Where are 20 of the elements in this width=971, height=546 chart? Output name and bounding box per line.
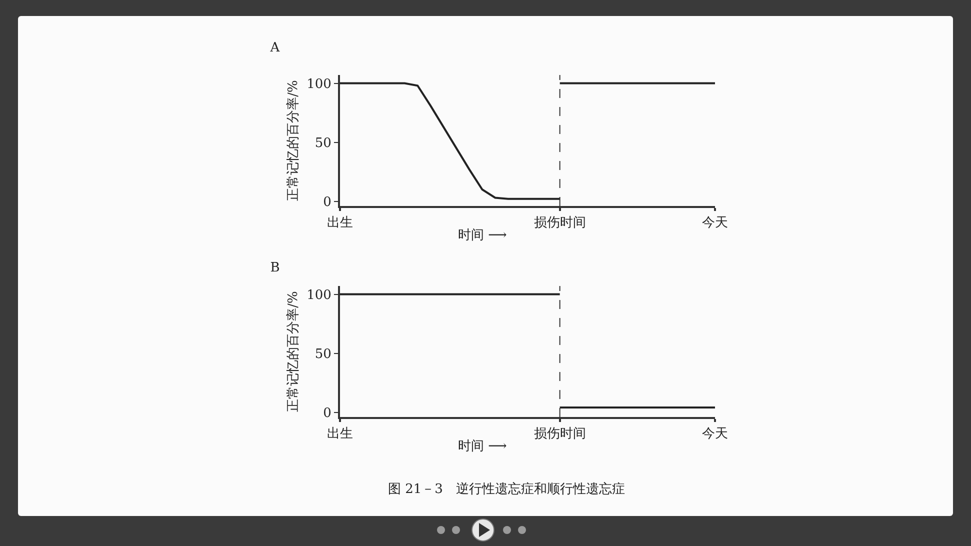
chart-title: B: [270, 260, 280, 276]
y-tick-label: 100: [306, 288, 332, 303]
x-tick-label: 损伤时间: [534, 426, 586, 442]
y-axis-title: 正常记忆的百分率/%: [285, 291, 302, 412]
y-tick-label: 50: [314, 136, 332, 151]
y-axis-title: 正常记忆的百分率/%: [285, 80, 302, 201]
x-axis-title: 时间 ⟶: [458, 439, 508, 454]
x-tick-label: 今天: [702, 426, 728, 442]
y-tick-label: 50: [314, 346, 332, 362]
caption: 图 21－3 逆行性遗忘症和顺行性遗忘症: [388, 481, 625, 497]
x-tick-label: 损伤时间: [534, 216, 586, 231]
x-tick-label: 出生: [327, 216, 353, 231]
x-axis-title: 时间 ⟶: [458, 228, 508, 243]
x-tick-label: 今天: [702, 216, 728, 231]
x-tick-label: 出生: [327, 426, 353, 442]
y-tick-label: 100: [306, 76, 332, 92]
y-tick-label: 0: [323, 194, 332, 210]
y-tick-label: 0: [323, 406, 332, 421]
line-series: [340, 82, 561, 200]
chart-title: A: [269, 40, 280, 56]
